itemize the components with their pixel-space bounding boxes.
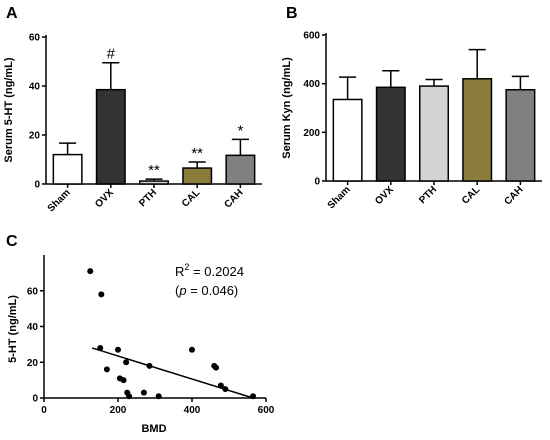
data-point bbox=[146, 362, 153, 369]
panel-c-x-tick-label: 0 bbox=[41, 405, 47, 416]
data-point bbox=[120, 377, 127, 384]
panel-c-y-tick-label: 0 bbox=[32, 394, 38, 405]
panel-a-y-tick-label: 60 bbox=[29, 33, 41, 44]
data-point bbox=[123, 359, 130, 366]
panel-b-y-tick-label: 400 bbox=[303, 79, 320, 90]
panel-a-category-label: Sham bbox=[46, 187, 73, 214]
panel-c-label: C bbox=[6, 233, 18, 250]
panel-a-category-label: CAH bbox=[222, 187, 245, 210]
panel-b-label: B bbox=[286, 5, 298, 22]
panel-b: B Serum Kyn (ng/mL) 0 200 400 600 Sham OVX PTH… bbox=[281, 5, 542, 211]
panel-b-category-label: CAL bbox=[460, 184, 482, 206]
panel-b-bar bbox=[332, 98, 363, 182]
panel-b-bar bbox=[462, 78, 493, 182]
panel-b-bar bbox=[375, 86, 406, 182]
data-point bbox=[250, 393, 257, 400]
panel-b-category-label: OVX bbox=[373, 184, 396, 207]
panel-b-category-label: PTH bbox=[417, 184, 439, 206]
panel-a: A Serum 5-HT (ng/mL) 0 20 40 60 Sham # OVX ** PT… bbox=[3, 5, 262, 214]
data-point bbox=[217, 382, 224, 389]
data-point bbox=[103, 366, 110, 373]
data-point bbox=[155, 393, 162, 400]
panel-c-xlabel: BMD bbox=[141, 423, 166, 435]
panel-a-bar bbox=[95, 88, 126, 185]
data-point bbox=[115, 346, 121, 353]
panel-b-ylabel: Serum Kyn (ng/mL) bbox=[281, 57, 293, 159]
data-point bbox=[98, 291, 105, 298]
data-point bbox=[213, 364, 220, 371]
panel-c-x-tick-label: 200 bbox=[110, 405, 127, 416]
panel-a-significance-mark: ** bbox=[148, 162, 160, 179]
panel-c-x-tick-label: 600 bbox=[258, 405, 275, 416]
panel-a-label: A bbox=[6, 5, 18, 22]
panel-a-significance-mark: * bbox=[237, 122, 243, 139]
panel-a-significance-mark: # bbox=[107, 46, 116, 63]
panel-c-y-tick-label: 40 bbox=[27, 322, 39, 333]
panel-a-y-tick-label: 0 bbox=[34, 180, 40, 191]
panel-b-y-tick-label: 600 bbox=[303, 31, 320, 42]
panel-a-plot: 0 20 40 60 Sham # OVX ** PTH ** CAL * CAH bbox=[29, 33, 262, 214]
panel-a-significance-mark: ** bbox=[191, 145, 203, 162]
panel-a-y-tick-label: 20 bbox=[29, 131, 41, 142]
panel-a-category-label: CAL bbox=[180, 187, 202, 209]
panel-a-ylabel: Serum 5-HT (ng/mL) bbox=[3, 57, 15, 162]
panel-b-plot: 0 200 400 600 Sham OVX PTH CAL CAH bbox=[303, 31, 542, 211]
panel-a-bar bbox=[52, 153, 83, 185]
panel-a-category-label: OVX bbox=[93, 187, 116, 210]
data-point bbox=[97, 344, 104, 351]
panel-b-bar bbox=[505, 89, 536, 182]
panel-c-x-tick-label: 400 bbox=[184, 405, 201, 416]
panel-b-category-label: CAH bbox=[502, 184, 525, 207]
panel-a-category-label: PTH bbox=[137, 187, 159, 209]
panel-c-y-tick-label: 60 bbox=[27, 286, 39, 297]
data-point bbox=[222, 386, 229, 393]
panel-c-y-tick-label: 20 bbox=[27, 358, 39, 369]
panel-b-y-tick-label: 200 bbox=[303, 128, 320, 139]
panel-b-category-label: Sham bbox=[326, 184, 353, 211]
data-point bbox=[140, 389, 147, 396]
panel-a-bar bbox=[225, 154, 256, 185]
data-point bbox=[126, 393, 133, 400]
regression-line bbox=[91, 347, 254, 399]
data-point bbox=[87, 268, 94, 275]
panel-b-y-tick-label: 0 bbox=[314, 177, 320, 188]
panel-b-bar bbox=[418, 85, 450, 182]
panel-a-y-tick-label: 40 bbox=[29, 82, 41, 93]
panel-a-bar bbox=[138, 180, 170, 185]
p-value-annotation: (p = 0.046) bbox=[175, 283, 238, 298]
panel-a-bar bbox=[182, 167, 213, 185]
panel-c-ylabel: 5-HT (ng/mL) bbox=[7, 295, 19, 363]
r-squared-annotation: R2 = 0.2024 bbox=[175, 262, 244, 279]
data-point bbox=[189, 346, 195, 353]
